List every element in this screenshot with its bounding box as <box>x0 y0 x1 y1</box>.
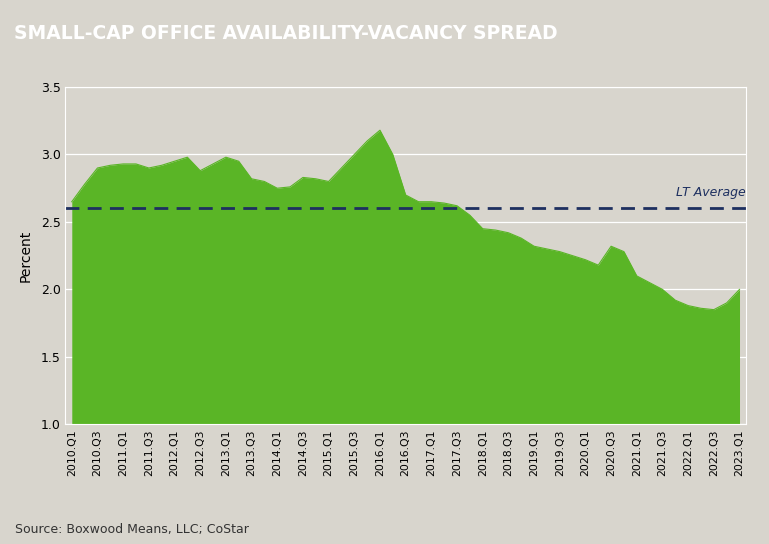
Y-axis label: Percent: Percent <box>18 230 32 282</box>
Text: LT Average: LT Average <box>676 186 746 199</box>
Text: Source: Boxwood Means, LLC; CoStar: Source: Boxwood Means, LLC; CoStar <box>15 523 249 536</box>
Text: SMALL-CAP OFFICE AVAILABILITY-VACANCY SPREAD: SMALL-CAP OFFICE AVAILABILITY-VACANCY SP… <box>14 24 558 44</box>
